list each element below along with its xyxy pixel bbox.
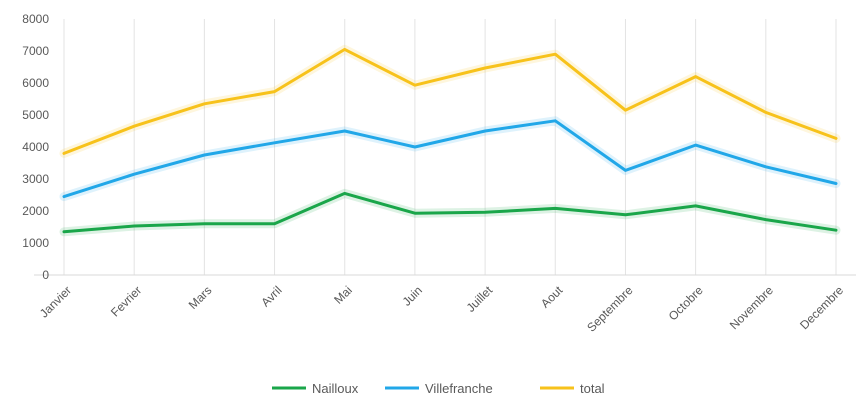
- x-tick-label: Juin: [400, 283, 425, 308]
- x-tick-label: Novembre: [727, 283, 776, 332]
- series-line: [62, 47, 838, 155]
- grid-lines: [34, 19, 856, 276]
- y-tick-label: 7000: [22, 44, 49, 58]
- x-tick-label: Septembre: [584, 283, 636, 335]
- y-tick-label: 1000: [22, 236, 49, 250]
- y-tick-label: 2000: [22, 204, 49, 218]
- series-lines: [59, 44, 841, 237]
- series-glow: [59, 116, 841, 202]
- x-tick-label: Janvier: [37, 283, 74, 320]
- legend-label: Villefranche: [425, 381, 493, 396]
- x-tick-label: Avril: [258, 283, 284, 309]
- y-tick-label: 6000: [22, 76, 49, 90]
- y-tick-label: 4000: [22, 140, 49, 154]
- x-tick-label: Aout: [538, 283, 566, 311]
- legend-label: Nailloux: [312, 381, 359, 396]
- series-line: [62, 119, 838, 199]
- series-line: [62, 191, 838, 234]
- x-tick-label: Juillet: [464, 283, 496, 315]
- y-axis: 0 1000 2000 3000 4000 5000 6000 7000 8000: [22, 12, 49, 282]
- x-tick-label: Mai: [331, 283, 355, 307]
- y-tick-label: 0: [42, 268, 49, 282]
- x-axis: Janvier Fevrier Mars Avril Mai Juin Juillet Aou…: [37, 283, 846, 335]
- y-tick-label: 8000: [22, 12, 49, 26]
- x-tick-label: Fevrier: [108, 283, 144, 319]
- y-tick-label: 5000: [22, 108, 49, 122]
- x-tick-label: Octobre: [666, 283, 706, 323]
- legend: Nailloux Villefranche total: [272, 381, 605, 396]
- legend-label: total: [580, 381, 605, 396]
- x-tick-label: Decembre: [797, 283, 846, 332]
- x-tick-label: Mars: [186, 283, 215, 312]
- y-tick-label: 3000: [22, 172, 49, 186]
